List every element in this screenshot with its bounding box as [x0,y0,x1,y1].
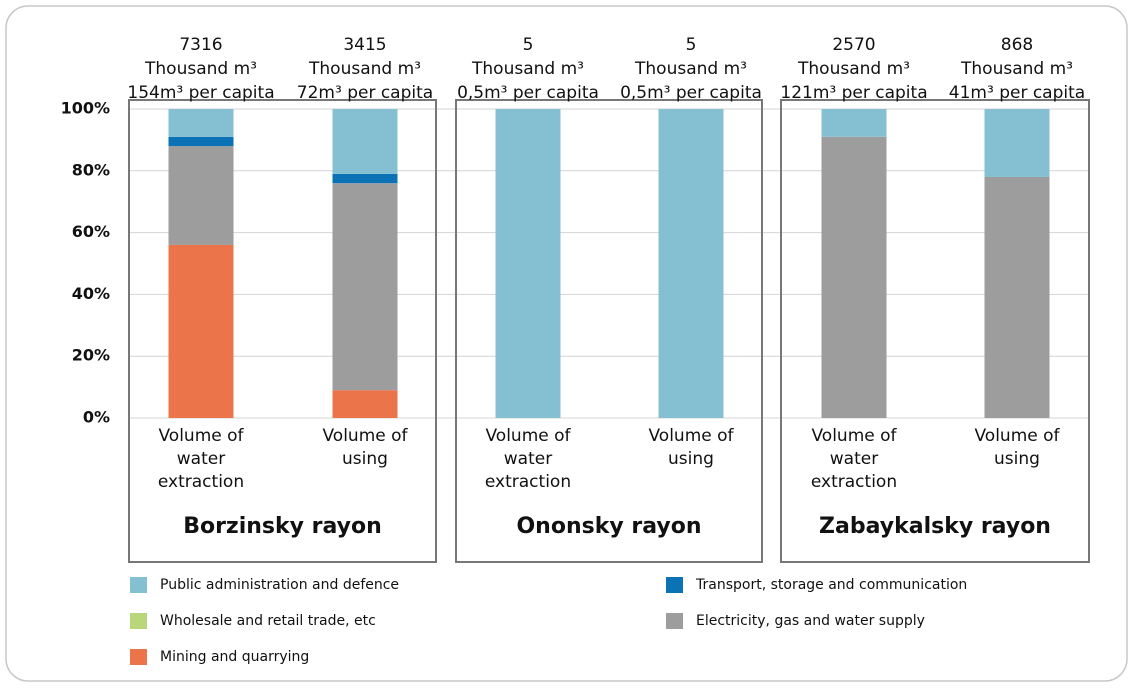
per-capita-label: 0,5m³ per capita [620,83,762,103]
bar-segment [168,244,234,418]
per-capita-label: 0,5m³ per capita [457,83,599,103]
x-tick-label: Volume of using [322,426,408,469]
legend-swatch [666,613,683,629]
legend-swatch [130,613,147,629]
x-tick-label: Volume of using [974,426,1060,469]
legend-swatch [130,577,147,593]
x-tick-label-box: Volume of water extraction [484,426,572,492]
x-tick-label: Volume of water extraction [484,426,572,492]
x-tick-label: Volume of water extraction [157,426,245,492]
group-label: Zabaykalsky rayon [819,514,1051,539]
legend-label: Electricity, gas and water supply [696,613,925,629]
per-capita-label: 72m³ per capita [297,83,433,103]
legend-label: Public administration and defence [160,577,399,593]
x-tick-label-box: Volume of using [322,426,408,469]
y-tick-label: 20% [72,346,110,365]
y-tick-label: 80% [72,160,110,179]
total-label: 2570 [832,35,875,55]
bar-segment [984,109,1050,177]
unit-label: Thousand m³ [144,59,257,79]
y-tick-label: 0% [83,408,110,427]
group-label: Borzinsky rayon [183,514,382,539]
bar-segment [332,183,398,391]
unit-label: Thousand m³ [308,59,421,79]
group-label: Ononsky rayon [516,514,701,539]
total-label: 5 [686,35,697,55]
bar-segment [984,176,1050,418]
group-box [128,99,437,563]
y-tick-label: 60% [72,222,110,241]
legend-label: Mining and quarrying [160,649,309,665]
unit-label: Thousand m³ [471,59,584,79]
per-capita-label: 41m³ per capita [949,83,1085,103]
x-tick-label-box: Volume of water extraction [810,426,898,492]
total-label: 868 [1001,35,1033,55]
bar-segment [821,109,887,137]
legend-swatch [130,649,147,665]
group-box [780,99,1090,563]
bar-segment [821,136,887,418]
x-tick-label-box: Volume of using [648,426,734,469]
y-tick-label: 40% [72,284,110,303]
x-tick-label: Volume of using [648,426,734,469]
total-label: 3415 [343,35,386,55]
legend-swatch [666,577,683,593]
unit-label: Thousand m³ [634,59,747,79]
x-tick-label-box: Volume of water extraction [157,426,245,492]
bar-segment [332,173,398,184]
total-label: 7316 [179,35,222,55]
legend-label: Wholesale and retail trade, etc [160,613,376,629]
per-capita-label: 154m³ per capita [127,83,274,103]
bar-segment [168,109,234,137]
bar-segment [495,109,561,418]
per-capita-label: 121m³ per capita [780,83,927,103]
unit-label: Thousand m³ [960,59,1073,79]
bar-segment [332,109,398,174]
x-tick-label-box: Volume of using [974,426,1060,469]
group-box [455,99,763,563]
unit-label: Thousand m³ [797,59,910,79]
x-tick-label: Volume of water extraction [810,426,898,492]
bar-segment [168,136,234,147]
y-tick-label: 100% [61,99,110,118]
legend-label: Transport, storage and communication [695,577,967,593]
bar-segment [332,390,398,418]
bar-segment [168,146,234,245]
bar-segment [658,109,724,418]
total-label: 5 [523,35,534,55]
